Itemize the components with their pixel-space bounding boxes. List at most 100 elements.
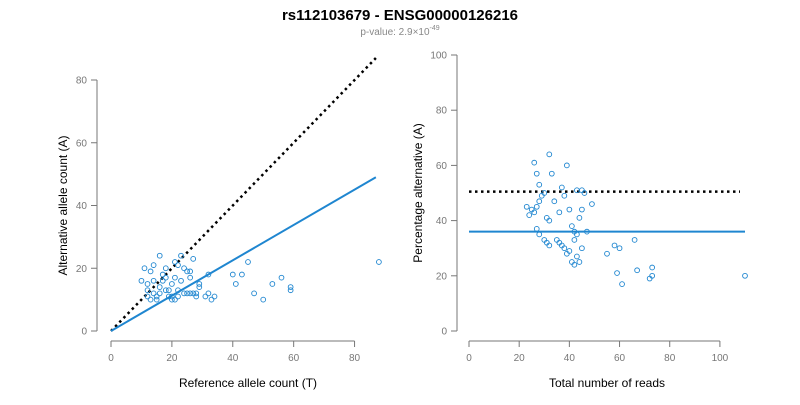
y-tick-label: 0: [441, 327, 447, 338]
x-axis-label: Reference allele count (T): [179, 376, 317, 390]
data-point: [571, 237, 578, 243]
data-point: [579, 245, 585, 252]
data-point: [156, 290, 163, 297]
p-value-text: p-value: 2.9×10: [360, 27, 430, 38]
data-point: [162, 274, 169, 281]
data-point: [574, 231, 580, 238]
data-point: [169, 293, 175, 300]
data-point: [614, 270, 620, 276]
data-point: [144, 281, 151, 287]
data-point: [208, 296, 215, 303]
data-point: [561, 245, 568, 252]
data-point: [165, 287, 172, 294]
x-tick-label: 0: [466, 353, 472, 364]
data-point: [566, 248, 573, 254]
data-point: [159, 271, 166, 278]
data-point: [193, 293, 200, 300]
data-point: [536, 198, 543, 205]
x-tick-label: 80: [664, 353, 676, 364]
data-point: [604, 250, 610, 257]
data-point: [546, 151, 553, 158]
p-value-exponent: -49: [430, 25, 440, 32]
data-point: [169, 296, 175, 303]
chart-panel-1: 0 20 40 60 80 0 20 40 60 80 Reference allele count…: [56, 57, 382, 390]
x-tick-label: 20: [166, 353, 178, 364]
data-point: [649, 264, 656, 271]
y-tick-label: 20: [436, 271, 448, 282]
y-tick-label: 0: [81, 327, 87, 338]
data-point: [564, 162, 570, 169]
data-point: [526, 212, 533, 218]
data-point: [611, 242, 618, 249]
data-point: [536, 181, 543, 188]
data-point: [141, 265, 148, 272]
data-point: [541, 190, 548, 196]
data-point: [536, 231, 543, 238]
chart-panel-2: 0 20 40 60 80 100 0 20 40 60 80 100 Total number of …: [411, 51, 748, 390]
data-point: [571, 261, 578, 268]
data-point: [533, 226, 540, 232]
data-point: [579, 206, 585, 213]
data-point: [156, 252, 163, 259]
y-tick-label: 80: [436, 106, 448, 117]
data-point: [169, 281, 175, 287]
data-point: [616, 245, 623, 252]
x-tick-label: 60: [288, 353, 300, 364]
data-point: [546, 242, 553, 249]
data-point: [190, 255, 197, 262]
y-tick-label: 40: [76, 201, 88, 212]
data-point: [584, 228, 590, 235]
x-tick-label: 40: [564, 353, 576, 364]
reference-line: [110, 57, 377, 332]
data-point: [548, 170, 555, 177]
data-point: [634, 267, 640, 274]
data-point: [232, 281, 239, 287]
data-point: [523, 203, 530, 210]
data-point: [576, 259, 583, 265]
data-point: [190, 290, 197, 297]
data-point: [287, 287, 294, 294]
data-point: [287, 284, 294, 290]
data-point: [162, 287, 169, 294]
data-point: [144, 287, 151, 294]
data-point: [251, 290, 257, 297]
data-point: [561, 192, 568, 199]
data-point: [147, 268, 154, 275]
data-point: [574, 187, 580, 194]
data-point: [181, 265, 187, 272]
x-tick-label: 40: [227, 353, 239, 364]
p-value-subtitle: p-value: 2.9×10-49: [360, 25, 439, 38]
data-point: [178, 252, 184, 259]
data-point: [229, 271, 236, 278]
data-point: [278, 274, 285, 281]
fit-line: [110, 176, 377, 332]
data-point: [165, 293, 172, 300]
data-point: [172, 274, 178, 281]
data-point: [150, 262, 157, 268]
data-point: [269, 281, 276, 287]
data-point: [533, 170, 540, 177]
chart-title: rs112103679 - ENSG00000126216: [282, 7, 518, 24]
y-tick-label: 80: [76, 76, 88, 87]
y-tick-label: 100: [430, 51, 447, 62]
y-tick-label: 40: [436, 216, 448, 227]
data-point: [184, 268, 190, 275]
data-point: [150, 277, 157, 284]
data-point: [172, 296, 178, 303]
x-tick-label: 20: [514, 353, 526, 364]
data-point: [619, 281, 625, 287]
x-tick-label: 100: [712, 353, 729, 364]
data-point: [576, 214, 583, 221]
y-axis-label: Percentage alternative (A): [411, 123, 425, 262]
y-tick-label: 60: [76, 138, 88, 149]
data-point: [569, 223, 575, 229]
data-point: [531, 159, 538, 166]
x-axis-label: Total number of reads: [549, 376, 665, 390]
y-tick-label: 20: [76, 264, 88, 275]
data-point: [742, 272, 748, 279]
data-point: [156, 284, 163, 290]
data-point: [196, 284, 203, 290]
data-point: [187, 268, 194, 275]
